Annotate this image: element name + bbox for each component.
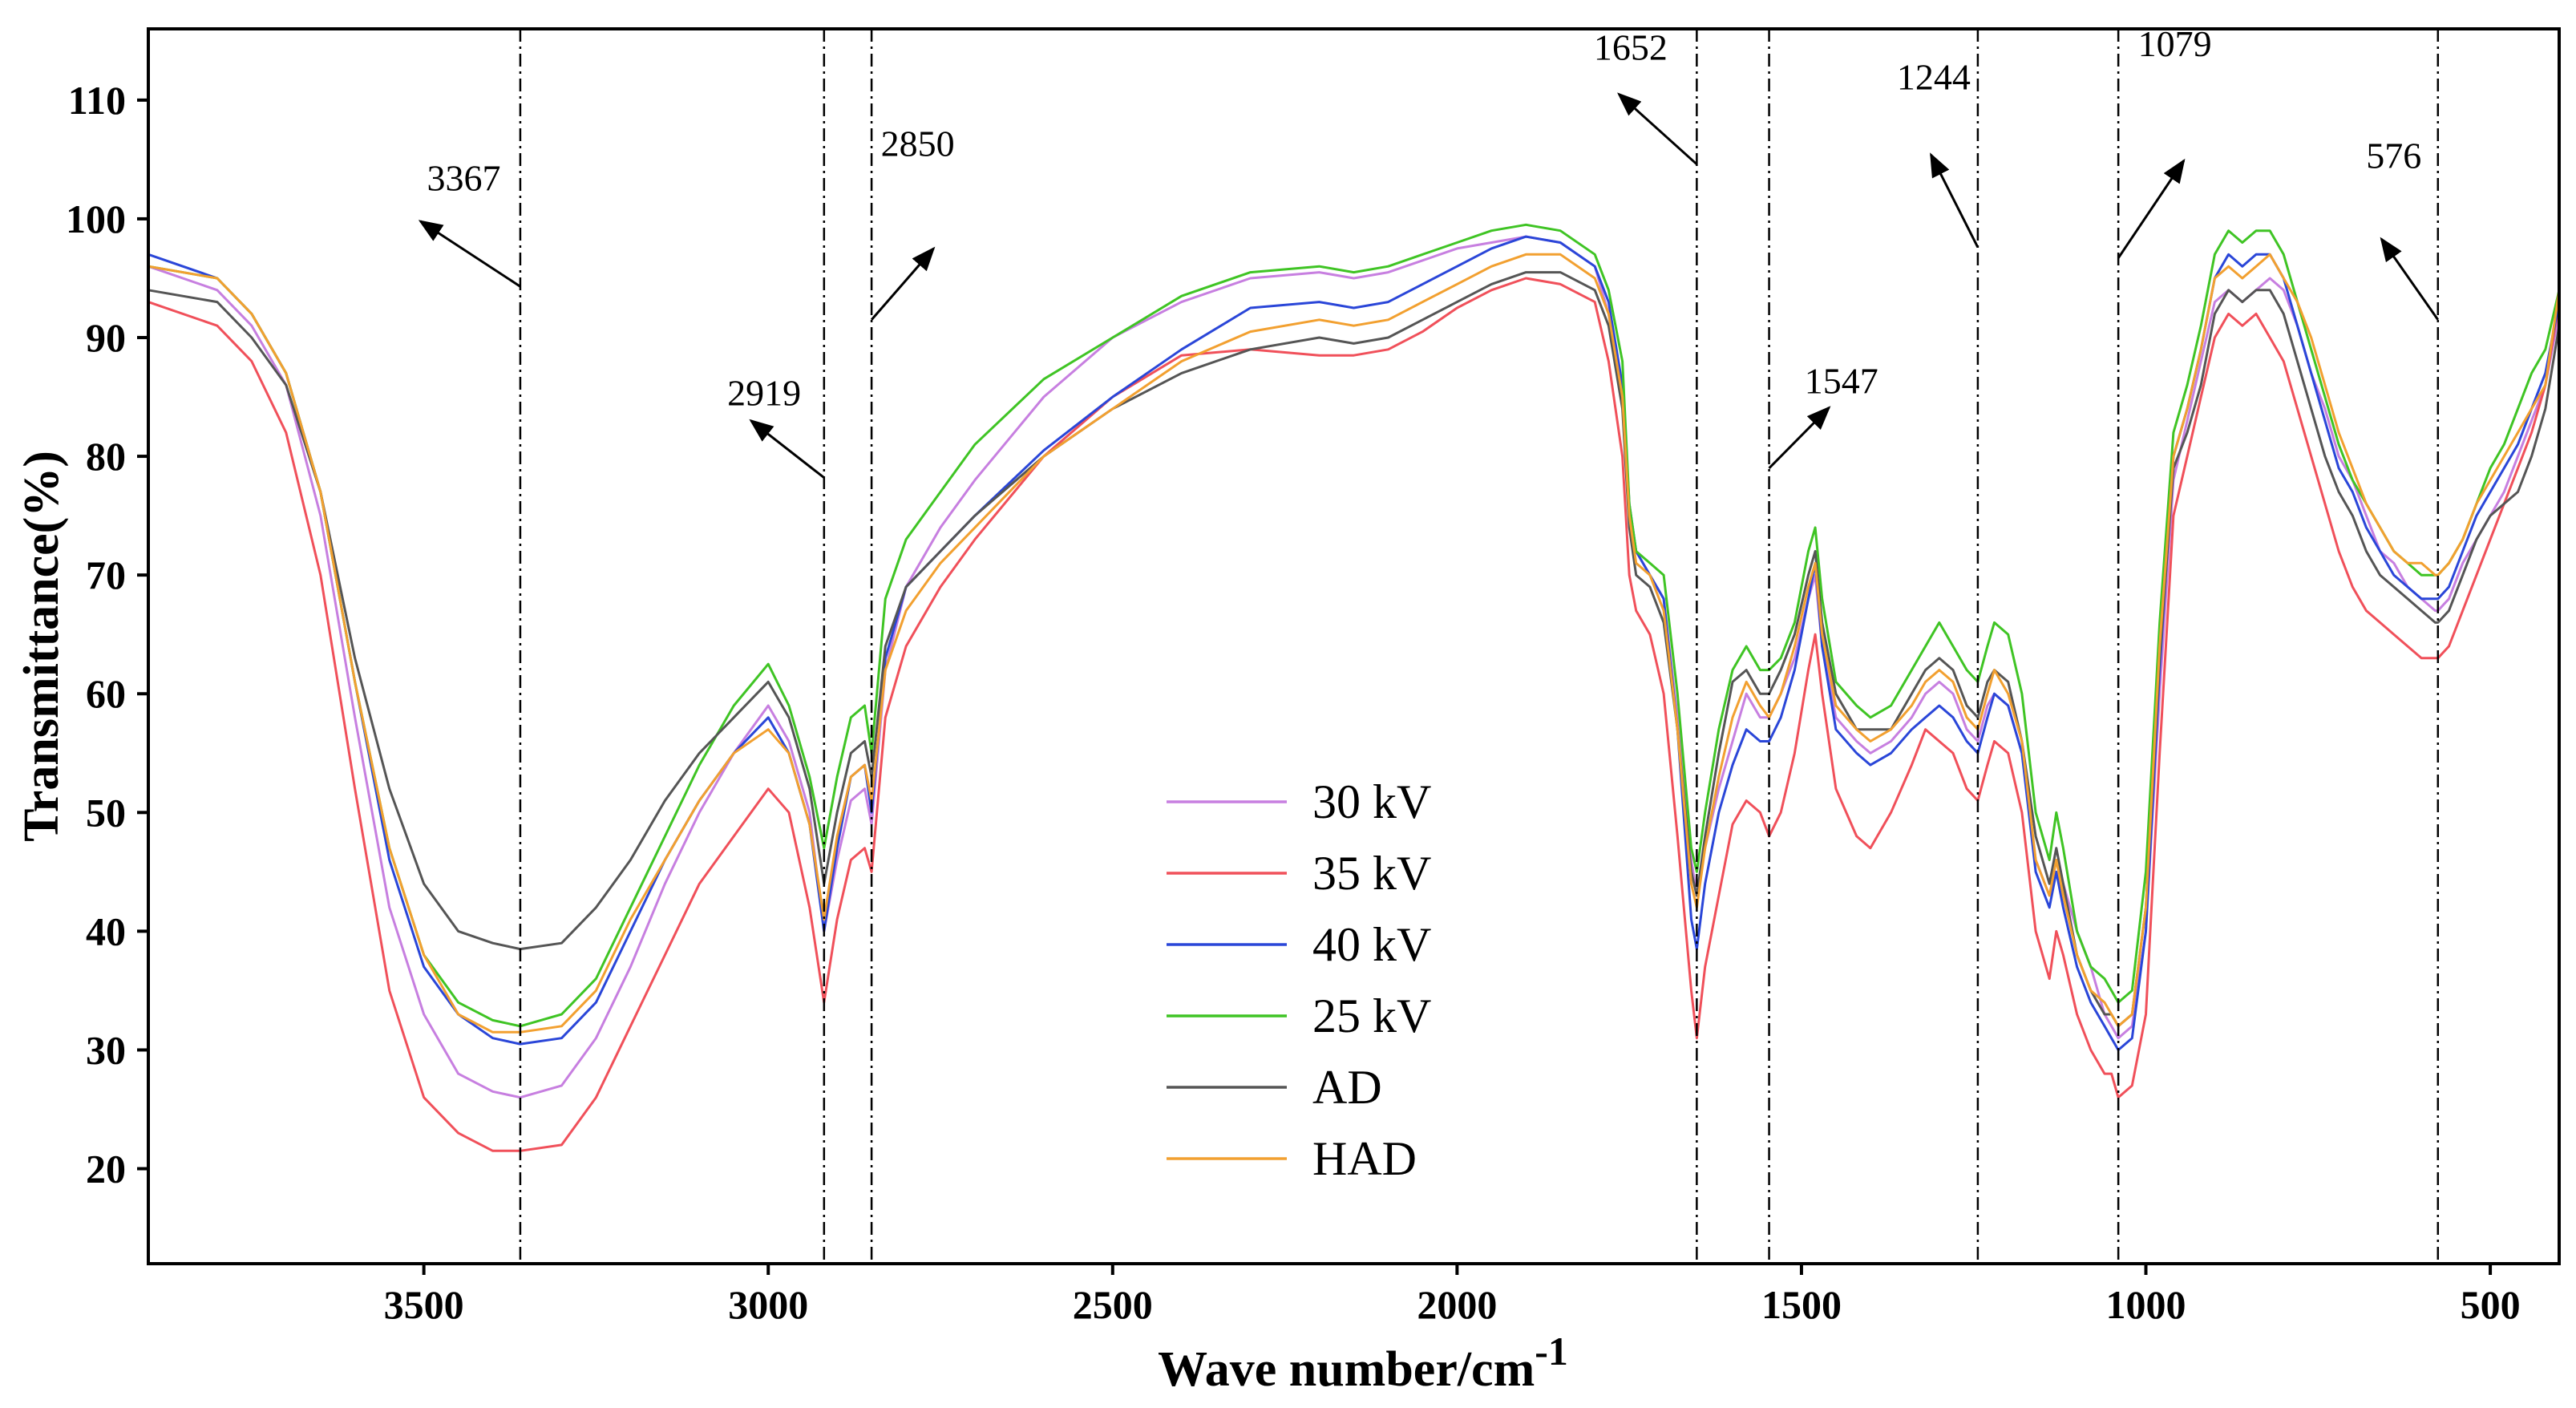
annotation-label-1079: 1079 xyxy=(2138,23,2212,64)
series-line-35-kv xyxy=(148,277,2561,1152)
x-axis-title-sup: -1 xyxy=(1535,1329,1568,1374)
legend-label: HAD xyxy=(1312,1132,1417,1185)
x-tick-label: 3000 xyxy=(728,1282,808,1327)
legend: 30 kV 35 kV 40 kV 25 kV AD HAD xyxy=(1167,775,1431,1185)
x-tick-label: 3500 xyxy=(384,1282,464,1327)
plot-frame xyxy=(147,27,2561,1265)
x-tick-label: 500 xyxy=(2461,1282,2521,1327)
y-tick-label: 30 xyxy=(86,1027,126,1072)
y-tick-label: 60 xyxy=(86,671,126,716)
legend-label: 30 kV xyxy=(1312,775,1431,828)
peak-annotations: 3367 2919 2850 1652 1547 1244 1079 576 xyxy=(418,23,2440,479)
x-tick-label: 2000 xyxy=(1417,1282,1497,1327)
series-line-had xyxy=(148,253,2561,1034)
y-tick-label: 90 xyxy=(86,315,126,360)
annotation-label-2919: 2919 xyxy=(727,372,801,413)
annotation-arrow-1652 xyxy=(1617,92,1698,165)
annotation-label-2850: 2850 xyxy=(881,123,955,164)
annotation-label-576: 576 xyxy=(2366,135,2421,176)
marker-lines xyxy=(519,29,2440,1264)
legend-label: 40 kV xyxy=(1312,918,1431,971)
y-tick-label: 20 xyxy=(86,1147,126,1192)
y-tick-label: 80 xyxy=(86,434,126,479)
annotation-label-3367: 3367 xyxy=(427,157,500,198)
annotation-arrow-1244 xyxy=(1930,152,1980,249)
x-tick-label: 1500 xyxy=(1761,1282,1842,1327)
annotation-arrow-1547 xyxy=(1768,406,1831,469)
x-axis-title: Wave number/cm-1 xyxy=(1158,1329,1568,1397)
y-tick-label: 70 xyxy=(86,552,126,597)
y-tick-label: 40 xyxy=(86,908,126,953)
legend-label: 25 kV xyxy=(1312,989,1431,1042)
y-tick-label: 50 xyxy=(86,790,126,835)
series-line-25-kv xyxy=(148,223,2561,1028)
legend-label: 35 kV xyxy=(1312,847,1431,900)
annotation-label-1547: 1547 xyxy=(1805,361,1878,402)
annotation-arrow-2850 xyxy=(870,246,936,321)
axis-ticks: 3500 3000 2500 2000 1500 1000 500 20 30 40 50 60 70 8… xyxy=(66,78,2521,1327)
x-tick-label: 2500 xyxy=(1073,1282,1153,1327)
x-tick-label: 1000 xyxy=(2106,1282,2186,1327)
y-tick-label: 100 xyxy=(66,196,126,241)
annotation-label-1244: 1244 xyxy=(1897,57,1971,98)
annotation-arrow-576 xyxy=(2380,237,2440,321)
legend-label: AD xyxy=(1312,1061,1382,1114)
x-axis-title-main: Wave number/cm xyxy=(1158,1342,1535,1397)
y-axis-title: Transmittance(%) xyxy=(14,451,69,842)
series-line-ad xyxy=(148,271,2561,1028)
series-layer xyxy=(148,223,2561,1152)
annotation-label-1652: 1652 xyxy=(1594,27,1668,68)
annotation-arrow-2919 xyxy=(749,419,825,479)
annotation-arrow-3367 xyxy=(418,220,521,288)
y-tick-label: 110 xyxy=(68,78,126,123)
annotation-arrow-1079 xyxy=(2117,158,2186,259)
